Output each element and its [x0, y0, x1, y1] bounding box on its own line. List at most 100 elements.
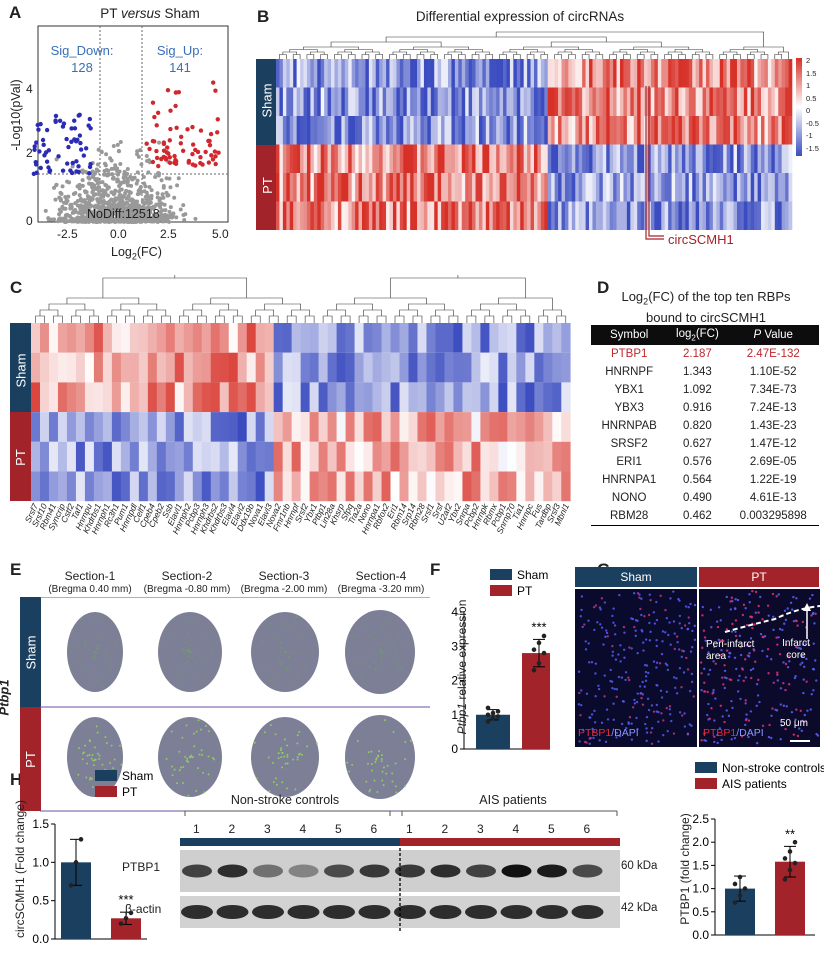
heatmap-b-cell [475, 59, 480, 88]
volcano-dot-ns [115, 172, 120, 177]
volcano-dot-ns [68, 206, 73, 211]
legend-label: AIS patients [722, 777, 787, 791]
cell-dot [680, 714, 684, 717]
heatmap-b-cell [368, 173, 373, 202]
heatmap-b-cell [730, 59, 734, 88]
section-header: Section-2 (Bregma -0.80 mm) [143, 569, 231, 595]
heatmap-b-cell [458, 173, 463, 202]
cell-dot [666, 663, 669, 667]
expression-dot [404, 758, 407, 761]
heatmap-c-cell [138, 441, 149, 472]
heatmap-b-cell [767, 59, 772, 88]
heatmap-b-cell [547, 87, 552, 116]
heatmap-b-cell [706, 87, 710, 116]
heatmap-c-cell [327, 412, 337, 442]
cell-dot [803, 720, 806, 724]
expression-dot [285, 622, 288, 625]
heatmap-c-cell [210, 412, 221, 442]
expression-dot [193, 616, 196, 619]
heatmap-b-cell [640, 173, 645, 202]
heatmap-b-cell [454, 116, 459, 145]
heatmap-b-cell [334, 116, 339, 145]
heatmap-c-cell [489, 471, 499, 502]
heatmap-b-cell [726, 201, 731, 230]
heatmap-c-cell [561, 323, 571, 353]
cell-dot [718, 727, 722, 730]
heatmap-b-cell [516, 201, 521, 230]
cell-dot [784, 643, 788, 646]
heatmap-b-cell [317, 144, 322, 173]
heatmap-b-cell [668, 144, 672, 173]
data-point [792, 860, 798, 866]
heatmap-b-cell [537, 87, 542, 116]
volcano-dot-ns [117, 206, 122, 211]
heatmap-b-cell [389, 87, 394, 116]
volcano-dot-ns [52, 185, 57, 190]
heatmap-b-cell [351, 59, 356, 88]
heatmap-b-cell [778, 201, 782, 230]
volcano-dot-down [76, 164, 81, 169]
heatmap-c-cell [462, 441, 472, 472]
volcano-dot-ns [156, 215, 161, 220]
heatmap-b-cell [788, 144, 793, 173]
cell-dot [703, 690, 706, 693]
heatmap-b-cell [461, 87, 466, 116]
heatmap-b-cell [564, 201, 569, 230]
cell-dot [702, 667, 706, 671]
heatmap-b-cell [475, 173, 480, 202]
heatmap-c-cell [390, 352, 400, 383]
cell-dot [731, 622, 734, 626]
heatmap-b-cell [276, 59, 280, 88]
heatmap-b-cell [564, 144, 569, 173]
heatmap-b-cell [382, 116, 387, 145]
cell-dot [730, 699, 733, 703]
heatmap-b-cell [781, 173, 786, 202]
heatmap-b-cell [389, 201, 394, 230]
heatmap-c-cell [201, 352, 212, 383]
heatmap-c-cell [39, 323, 50, 353]
heatmap-b-cell [372, 173, 377, 202]
heatmap-b-cell [509, 173, 514, 202]
heatmap-c-cell [192, 323, 203, 353]
cell-dot [680, 686, 683, 689]
heatmap-c-cell [336, 412, 346, 442]
heatmap-c-cell [57, 412, 68, 442]
heatmap-b-cell [306, 116, 311, 145]
cell-dot [686, 668, 690, 671]
cell-dot [683, 624, 687, 627]
cell-dot [794, 619, 798, 622]
expression-dot [391, 780, 394, 783]
volcano-dot-ns [96, 147, 101, 152]
cell-dot [613, 624, 617, 627]
legend-label: Sham [517, 568, 548, 582]
infarct-core-label: Infarct core [782, 638, 810, 661]
expression-dot [173, 768, 176, 771]
heatmap-b-cell [551, 144, 555, 173]
heatmap-b-cell [726, 87, 731, 116]
heatmap-c-cell [363, 471, 373, 502]
chart-h-ylabel: circSCMH1 (Fold change) [13, 799, 27, 939]
heatmap-c-cell [210, 323, 221, 353]
heatmap-b-cell [461, 201, 466, 230]
expression-dot [189, 644, 192, 647]
heatmap-b-cell [289, 116, 294, 145]
expression-dot [279, 623, 282, 626]
volcano-dot-ns [167, 209, 172, 214]
cell-dot [577, 670, 581, 673]
heatmap-b-cell [547, 201, 552, 230]
heatmap-b-cell [403, 201, 408, 230]
heatmap-b-cell [754, 59, 758, 88]
heatmap-b-cell [306, 144, 311, 173]
heatmap-b-cell [668, 59, 672, 88]
rbp-row: HNRNPF 1.343 1.10E-52 [591, 363, 819, 381]
heatmap-b-cell [293, 144, 297, 173]
heatmap-b-cell [358, 173, 363, 202]
expression-dot [365, 661, 368, 664]
xtick-0: 0.0 [110, 227, 127, 241]
volcano-dot-ns [71, 217, 76, 222]
volcano-dot-ns [130, 205, 135, 210]
expression-dot [315, 742, 318, 745]
lane-number: 1 [406, 822, 413, 836]
cell-dot [721, 676, 724, 679]
volcano-dot-ns [54, 157, 59, 162]
